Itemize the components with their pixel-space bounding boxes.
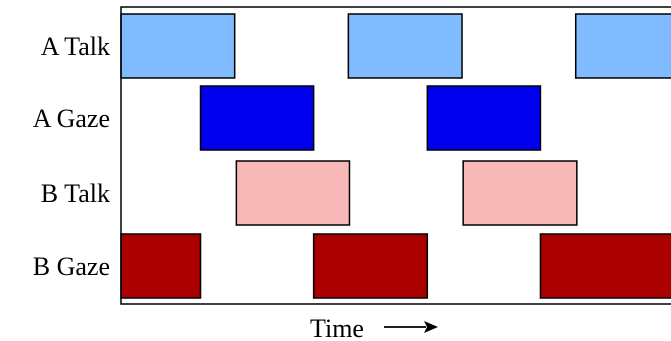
segment-a-talk-2	[347, 13, 463, 79]
segment-b-gaze-2	[312, 233, 429, 299]
row-label-a-gaze: A Gaze	[33, 104, 110, 133]
row-label-b-talk: B Talk	[41, 179, 110, 208]
segment-a-gaze-2	[426, 85, 542, 151]
time-axis-label: Time	[310, 314, 438, 341]
row-labels: A Talk A Gaze B Talk B Gaze	[33, 32, 110, 281]
right-arrow-icon	[384, 321, 438, 333]
segments-layer	[120, 13, 671, 299]
row-label-b-gaze: B Gaze	[33, 252, 110, 281]
segment-b-talk-2	[462, 160, 578, 226]
segment-b-gaze-1	[120, 233, 202, 299]
x-axis-label: Time	[310, 314, 364, 341]
segment-b-gaze-3	[539, 233, 671, 299]
row-label-a-talk: A Talk	[41, 32, 110, 61]
plot-frame	[120, 6, 671, 305]
segment-a-gaze-1	[199, 85, 315, 151]
segment-b-talk-1	[235, 160, 351, 226]
segment-a-talk-1	[120, 13, 236, 79]
segment-a-talk-3	[574, 13, 671, 79]
